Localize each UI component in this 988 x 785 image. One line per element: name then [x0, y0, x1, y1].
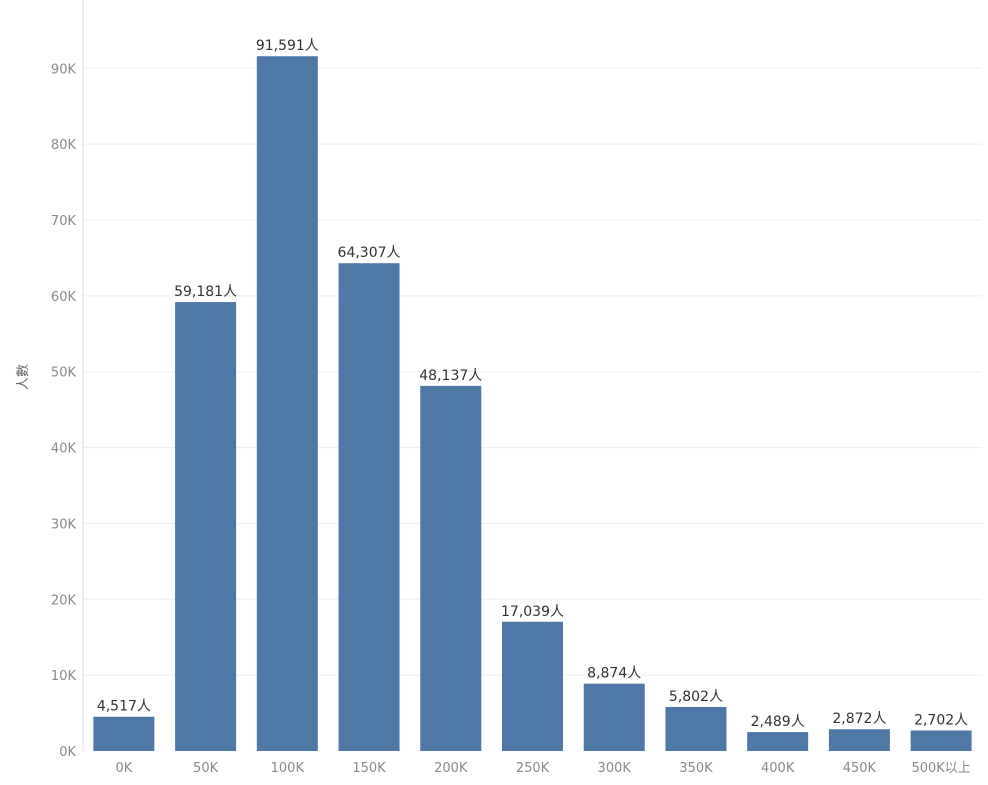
data-labels: 4,517人 59,181人 91,591人 64,307人 48,137人 17,039… — [97, 38, 968, 730]
y-tick-label: 70K — [51, 214, 77, 229]
data-label: 17,039人 — [501, 604, 564, 620]
x-tick-label: 500K以上 — [911, 761, 970, 776]
bar-100K — [256, 56, 318, 752]
x-tick-label: 350K — [679, 761, 713, 776]
y-tick-label: 60K — [51, 290, 77, 305]
data-label: 4,517人 — [97, 699, 151, 715]
y-tick-label: 10K — [51, 669, 77, 684]
bar-500K以上 — [910, 730, 972, 751]
bar-50K — [175, 302, 237, 751]
bar-200K — [420, 385, 482, 751]
y-tick-label: 80K — [51, 138, 77, 153]
data-label: 91,591人 — [256, 38, 319, 54]
data-label: 8,874人 — [587, 666, 641, 682]
x-tick-label: 300K — [598, 761, 632, 776]
x-tick-label: 100K — [271, 761, 305, 776]
data-label: 64,307人 — [338, 245, 401, 261]
x-tick-label: 250K — [516, 761, 550, 776]
bar-250K — [502, 621, 563, 751]
bar-300K — [583, 683, 645, 751]
x-tick-label: 0K — [115, 761, 132, 776]
y-axis-title: 人數 — [16, 364, 31, 390]
bar-0K — [93, 716, 155, 751]
x-tick-label: 450K — [843, 761, 877, 776]
y-tick-label: 30K — [51, 517, 77, 532]
x-tick-label: 150K — [352, 761, 386, 776]
bar-150K — [338, 263, 400, 751]
data-label: 5,802人 — [669, 689, 723, 705]
x-tick-label: 200K — [434, 761, 468, 776]
data-label: 2,702人 — [914, 713, 968, 729]
y-tick-label: 40K — [51, 442, 77, 457]
data-label: 2,489人 — [751, 714, 805, 730]
y-tick-label: 20K — [51, 593, 77, 608]
data-label: 48,137人 — [419, 368, 482, 384]
bars — [93, 56, 972, 752]
data-label: 2,872人 — [832, 711, 886, 727]
bar-400K — [747, 732, 809, 751]
x-tick-label: 50K — [193, 761, 219, 776]
data-label: 59,181人 — [174, 284, 237, 300]
y-tick-label: 0K — [59, 745, 76, 760]
x-tick-labels: 0K 50K 100K 150K 200K 250K 300K 350K 400K 450K 500… — [115, 761, 970, 776]
y-tick-label: 50K — [51, 366, 77, 381]
bar-450K — [828, 729, 890, 751]
y-tick-label: 90K — [51, 62, 77, 77]
x-tick-label: 400K — [761, 761, 795, 776]
y-tick-labels: 0K 10K 20K 30K 40K 50K 60K 70K 80K 90K — [51, 62, 77, 760]
bar-350K — [665, 706, 727, 751]
